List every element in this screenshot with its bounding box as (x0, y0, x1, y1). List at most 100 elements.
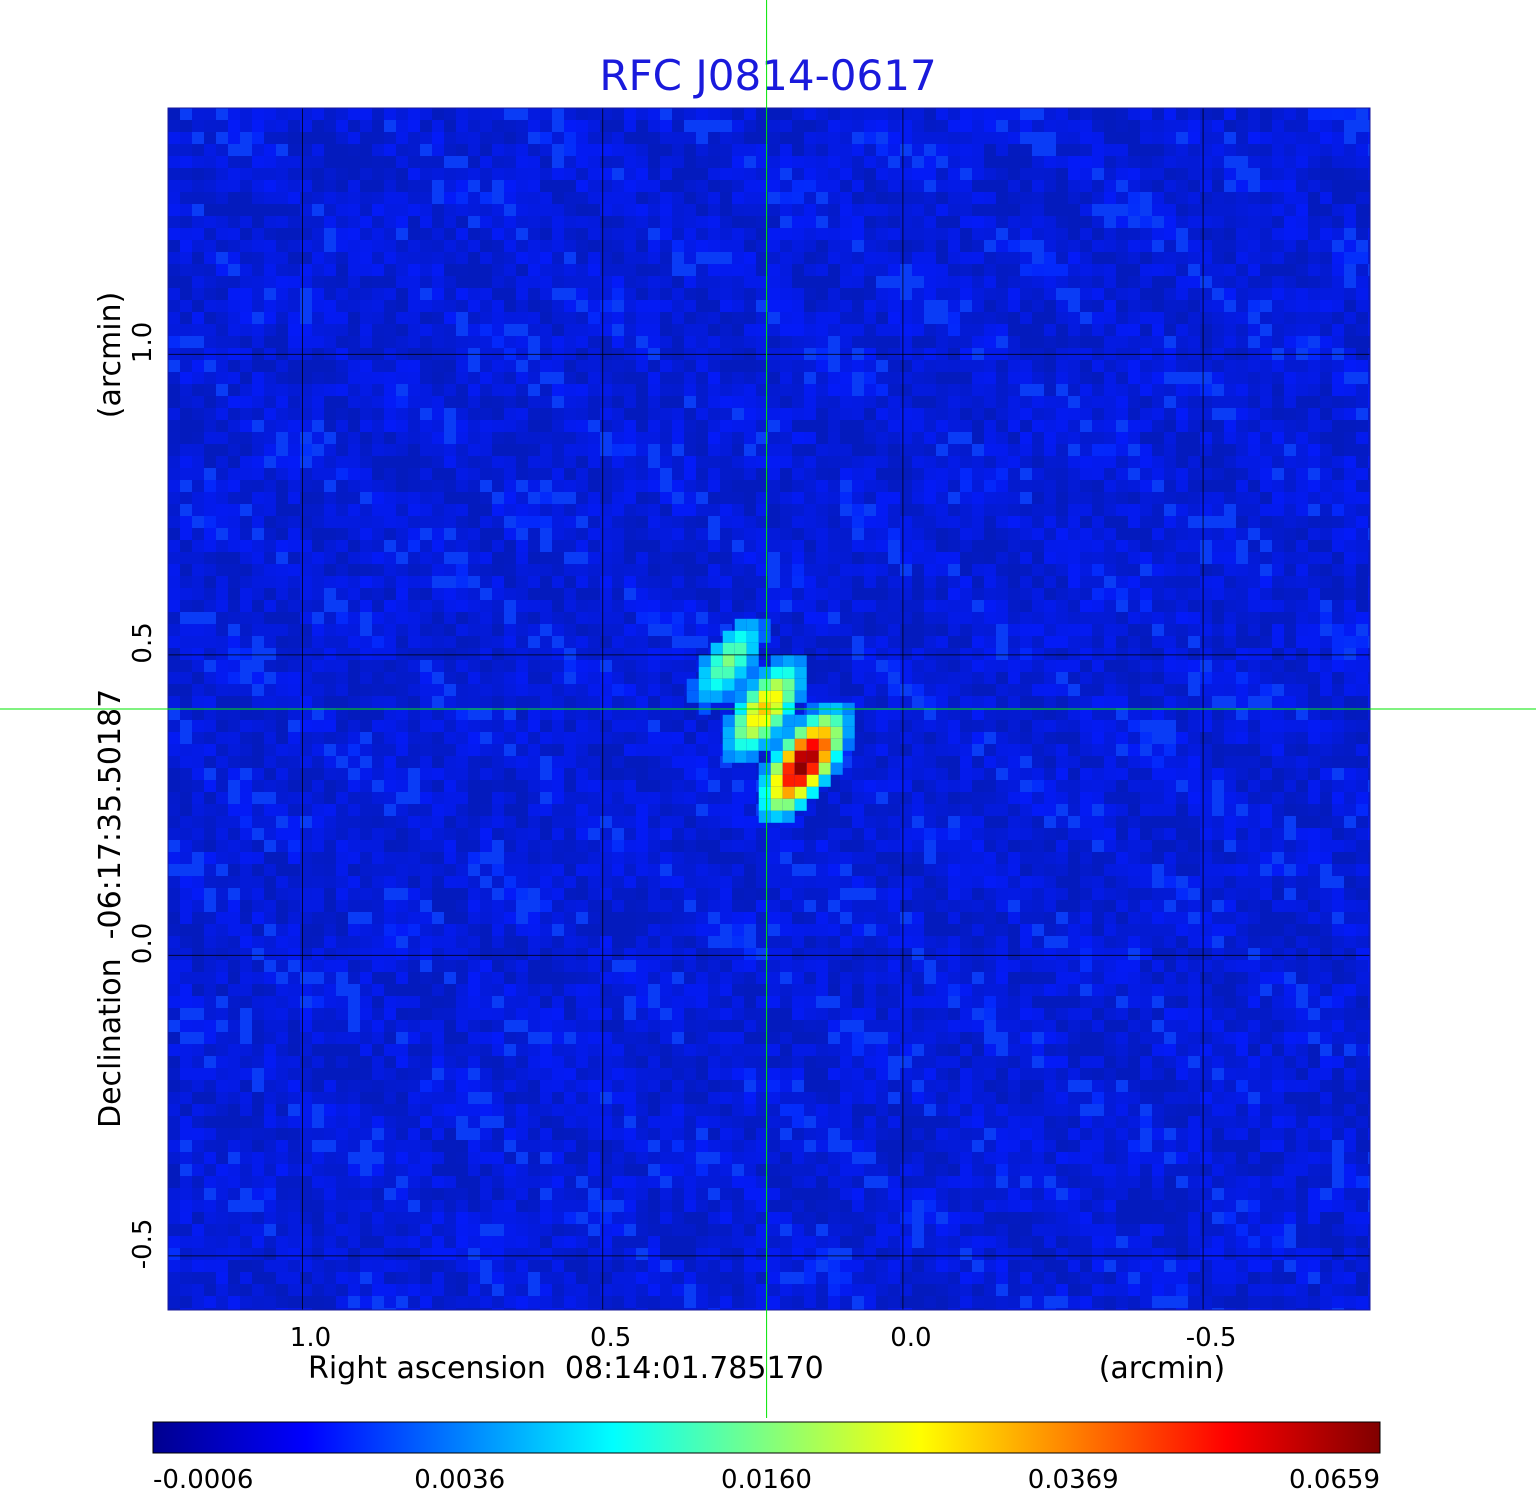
noise-pixel (384, 240, 396, 252)
noise-pixel (1140, 264, 1152, 276)
noise-pixel (924, 408, 936, 420)
noise-pixel (1236, 192, 1248, 204)
noise-pixel (576, 684, 588, 696)
noise-pixel (1104, 228, 1116, 240)
noise-pixel (384, 648, 396, 660)
noise-pixel (360, 648, 372, 660)
noise-pixel (360, 252, 372, 264)
noise-pixel (624, 516, 636, 528)
noise-pixel (504, 636, 516, 648)
noise-pixel (768, 384, 780, 396)
noise-pixel (972, 576, 984, 588)
noise-pixel (972, 108, 984, 120)
noise-pixel (1212, 432, 1224, 444)
noise-pixel (468, 432, 480, 444)
noise-pixel (1356, 132, 1368, 144)
noise-pixel (1344, 324, 1356, 336)
noise-pixel (348, 120, 360, 132)
noise-pixel (972, 684, 984, 696)
noise-pixel (456, 588, 468, 600)
noise-pixel (1284, 312, 1296, 324)
noise-pixel (756, 336, 768, 348)
noise-pixel (576, 120, 588, 132)
noise-pixel (348, 576, 360, 588)
noise-pixel (444, 564, 456, 576)
noise-pixel (984, 720, 996, 732)
noise-pixel (312, 132, 324, 144)
noise-pixel (1128, 540, 1140, 552)
noise-pixel (1128, 624, 1140, 636)
noise-pixel (408, 744, 420, 756)
noise-pixel (276, 396, 288, 408)
noise-pixel (504, 444, 516, 456)
noise-pixel (252, 468, 264, 480)
noise-pixel (1320, 384, 1332, 396)
noise-pixel (324, 624, 336, 636)
noise-pixel (396, 324, 408, 336)
noise-pixel (636, 276, 648, 288)
noise-pixel (672, 132, 684, 144)
noise-pixel (1308, 408, 1320, 420)
noise-pixel (1032, 468, 1044, 480)
noise-pixel (468, 492, 480, 504)
noise-pixel (960, 468, 972, 480)
noise-pixel (276, 168, 288, 180)
noise-pixel (300, 204, 312, 216)
noise-pixel (972, 192, 984, 204)
noise-pixel (1152, 516, 1164, 528)
noise-pixel (372, 684, 384, 696)
noise-pixel (1164, 456, 1176, 468)
noise-pixel (1056, 336, 1068, 348)
noise-pixel (1008, 432, 1020, 444)
noise-pixel (564, 564, 576, 576)
noise-pixel (600, 456, 612, 468)
noise-pixel (792, 216, 804, 228)
noise-pixel (360, 672, 372, 684)
noise-pixel (696, 576, 708, 588)
noise-pixel (588, 516, 600, 528)
noise-pixel (348, 672, 360, 684)
noise-pixel (540, 636, 552, 648)
noise-pixel (732, 480, 744, 492)
noise-pixel (1248, 564, 1260, 576)
noise-pixel (420, 432, 432, 444)
noise-pixel (540, 648, 552, 660)
noise-pixel (1344, 528, 1356, 540)
noise-pixel (648, 672, 660, 684)
noise-pixel (936, 684, 948, 696)
noise-pixel (660, 384, 672, 396)
noise-pixel (852, 420, 864, 432)
noise-pixel (1260, 204, 1272, 216)
noise-pixel (552, 528, 564, 540)
noise-pixel (228, 120, 240, 132)
noise-pixel (972, 264, 984, 276)
noise-pixel (1092, 252, 1104, 264)
noise-pixel (1140, 120, 1152, 132)
noise-pixel (228, 420, 240, 432)
noise-pixel (972, 516, 984, 528)
noise-pixel (444, 444, 456, 456)
noise-pixel (924, 624, 936, 636)
noise-pixel (564, 540, 576, 552)
noise-pixel (600, 264, 612, 276)
noise-pixel (1248, 540, 1260, 552)
noise-pixel (1008, 456, 1020, 468)
noise-pixel (216, 276, 228, 288)
noise-pixel (1296, 648, 1308, 660)
noise-pixel (1032, 192, 1044, 204)
noise-pixel (240, 564, 252, 576)
noise-pixel (1248, 324, 1260, 336)
noise-pixel (672, 240, 684, 252)
noise-pixel (864, 108, 876, 120)
noise-pixel (1248, 504, 1260, 516)
noise-pixel (1284, 564, 1296, 576)
noise-pixel (576, 528, 588, 540)
noise-pixel (648, 696, 660, 708)
noise-pixel (468, 744, 480, 756)
noise-pixel (744, 192, 756, 204)
noise-pixel (408, 288, 420, 300)
plot-area (168, 108, 1370, 1310)
noise-pixel (228, 432, 240, 444)
noise-pixel (1248, 300, 1260, 312)
noise-pixel (1368, 384, 1370, 396)
